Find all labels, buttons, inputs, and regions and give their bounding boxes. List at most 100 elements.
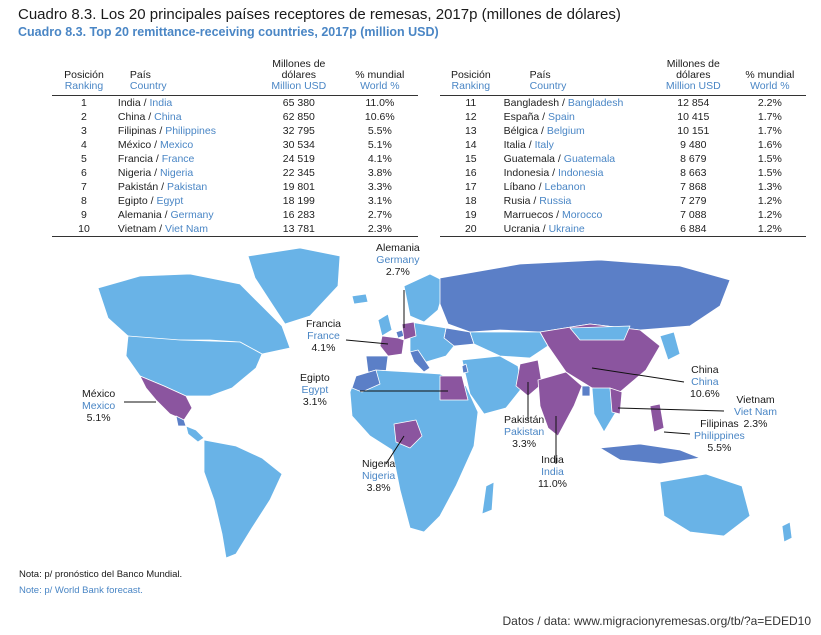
philippines-shape [649, 403, 665, 433]
value-cell: 7 279 [680, 195, 707, 207]
pakistan-shape [515, 359, 543, 397]
country-cell: Bélgica / Belgium [503, 125, 585, 137]
country-es: China [117, 111, 146, 123]
value-cell: 22 345 [282, 167, 315, 179]
country-cell: Nigeria / Nigeria [117, 167, 194, 179]
value-cell: 62 850 [282, 111, 315, 123]
africa-shape [349, 369, 479, 533]
table-header-row: Posición Ranking País Country Millones de … [52, 59, 418, 96]
world-map [97, 247, 793, 559]
australia-shape [659, 473, 751, 537]
table-row: 8 Egipto / Egypt 18 199 3.1% [52, 194, 418, 208]
country-en: Philippines [165, 125, 216, 137]
country-es: Alemania [117, 209, 162, 221]
table-row: 9 Alemania / Germany 16 283 2.7% [52, 208, 418, 222]
country-en: Indonesia [557, 167, 604, 179]
nigeria-leader [385, 435, 405, 465]
percent-cell: 1.5% [757, 153, 782, 165]
label-china: China China 10.6% [690, 364, 720, 400]
table-row: 4 México / Mexico 30 534 5.1% [52, 138, 418, 152]
central-asia-shape [469, 331, 549, 359]
russia-shape [439, 259, 731, 333]
france-leader [345, 339, 389, 345]
country-es: Rusia [503, 195, 531, 207]
percent-cell: 5.5% [367, 125, 392, 137]
table-row: 19 Marruecos / Morocco 7 088 1.2% [440, 208, 806, 222]
country-cell: Ucrania / Ukraine [501, 222, 653, 237]
label-germany: Alemania Germany 2.7% [376, 242, 420, 278]
iceland-shape [351, 293, 369, 305]
ranking-table-right: Posición Ranking País Country Millones de … [440, 59, 806, 237]
percent-cell: 3.8% [367, 167, 392, 179]
country-es: Ucrania [503, 223, 540, 235]
rank-cell: 10 [52, 222, 116, 237]
label-mexico: México Mexico 5.1% [82, 388, 116, 424]
morocco-shape [351, 369, 381, 393]
page-subtitle: Cuadro 8.3. Top 20 remittance-receiving … [18, 25, 439, 39]
table-row: 5 Francia / France 24 519 4.1% [52, 152, 418, 166]
label-pakistan: Pakistán Pakistan 3.3% [504, 414, 545, 450]
country-cell: Rusia / Russia [503, 195, 572, 207]
country-en: Mexico [159, 139, 194, 151]
rank-cell: 15 [464, 153, 477, 165]
country-en: Viet Nam [165, 223, 209, 235]
header-percent: % mundial World % [341, 59, 418, 96]
percent-cell: 10.6% [364, 111, 395, 123]
bangladesh-shape [581, 385, 591, 397]
france-shape [379, 335, 405, 357]
country-es: Nigeria [117, 167, 152, 179]
italy-shape [409, 349, 431, 373]
percent-cell: 1.3% [757, 181, 782, 193]
se-asia-shape [591, 387, 617, 433]
table-row: 14 Italia / Italy 9 480 1.6% [440, 138, 806, 152]
table-row: 15 Guatemala / Guatemala 8 679 1.5% [440, 152, 806, 166]
country-en: Bangladesh [567, 97, 624, 109]
lebanon-shape [461, 363, 469, 374]
rank-cell: 1 [81, 97, 87, 109]
table-row: 3 Filipinas / Philippines 32 795 5.5% [52, 124, 418, 138]
value-cell: 19 801 [282, 181, 315, 193]
central-america-shape [185, 425, 205, 443]
value-cell: 12 854 [677, 97, 710, 109]
country-cell: Egipto / Egypt [117, 195, 184, 207]
egypt-shape [439, 375, 469, 401]
header-country: País Country [115, 59, 257, 96]
country-en: Italy [534, 139, 554, 151]
country-cell: China / China [117, 111, 182, 123]
rank-cell: 11 [465, 97, 477, 109]
note-english: Note: p/ World Bank forecast. [19, 585, 143, 596]
table-row: 2 China / China 62 850 10.6% [52, 110, 418, 124]
percent-cell: 3.1% [367, 195, 392, 207]
rank-cell: 8 [81, 195, 87, 207]
table-row: 16 Indonesia / Indonesia 8 663 1.5% [440, 166, 806, 180]
value-cell: 13 781 [256, 222, 342, 237]
uk-shape [377, 313, 393, 337]
country-cell: México / Mexico [117, 139, 194, 151]
country-en: Morocco [562, 209, 603, 221]
table-row: 7 Pakistán / Pakistan 19 801 3.3% [52, 180, 418, 194]
country-es: Marruecos [503, 209, 554, 221]
country-en: Germany [170, 209, 214, 221]
header-value: Millones de dólares Million USD [652, 59, 734, 96]
source-link[interactable]: Datos / data: www.migracionyremesas.org/… [502, 614, 811, 628]
country-es: Líbano [503, 181, 536, 193]
country-es: Francia [117, 153, 153, 165]
rank-cell: 17 [464, 181, 477, 193]
country-es: Bangladesh [503, 97, 560, 109]
country-cell: Indonesia / Indonesia [503, 167, 604, 179]
table-row: 10 Vietnam / Viet Nam 13 781 2.3% [52, 222, 418, 237]
label-philippines: Filipinas Philippines 5.5% [694, 418, 745, 454]
value-cell: 10 415 [677, 111, 710, 123]
country-en: France [161, 153, 195, 165]
table-row: 11 Bangladesh / Bangladesh 12 854 2.2% [440, 96, 806, 111]
percent-cell: 5.1% [367, 139, 392, 151]
country-en: India [149, 97, 173, 109]
note-spanish: Nota: p/ pronóstico del Banco Mundial. [19, 569, 183, 580]
china-leader [591, 367, 685, 383]
country-en: China [154, 111, 182, 123]
vietnam-leader [617, 407, 725, 412]
percent-cell: 2.7% [367, 209, 392, 221]
label-vietnam: Vietnam Viet Nam 2.3% [734, 394, 777, 430]
percent-cell: 1.7% [757, 111, 782, 123]
percent-cell: 11.0% [365, 97, 395, 109]
